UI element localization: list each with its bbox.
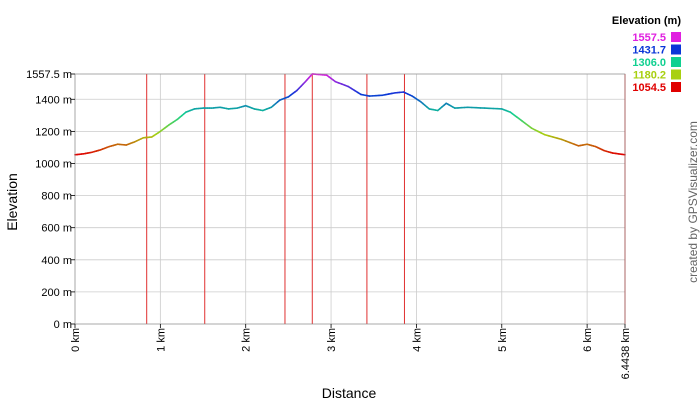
y-tick-label-2: 400 m [41, 255, 72, 267]
credit-text: created by GPSVisualizer.com [686, 121, 700, 283]
legend-title: Elevation (m) [612, 15, 681, 27]
y-tick-label-3: 600 m [41, 223, 72, 235]
y-tick-labels: 0 m 200 m 400 m 600 m 800 m 1000 m 1200 m 1400 … [26, 69, 75, 331]
y-tick-label-6: 1200 m [35, 126, 72, 138]
legend-swatch-3 [671, 69, 681, 80]
y-axis-title: Elevation [4, 173, 20, 231]
y-tick-label-0: 0 m [54, 319, 72, 331]
y-tick-label-4: 800 m [41, 191, 72, 203]
y-tick-label-7: 1400 m [35, 94, 72, 106]
legend-swatch-1 [671, 44, 681, 55]
elevation-legend: Elevation (m) 1557.51431.71306.01180.210… [612, 15, 681, 94]
legend-value-2: 1306.0 [632, 57, 666, 69]
x-axis-title: Distance [322, 385, 377, 400]
x-tick-label-1: 1 km [155, 328, 167, 352]
x-tick-label-5: 5 km [497, 328, 509, 352]
x-tick-label-4: 4 km [411, 328, 423, 352]
y-tick-label-5: 1000 m [35, 158, 72, 170]
x-tick-label-6: 6 km [582, 328, 594, 352]
legend-swatch-0 [671, 32, 681, 42]
y-tick-label-1: 200 m [41, 287, 72, 299]
legend-value-3: 1180.2 [633, 70, 666, 82]
x-tick-label-3: 3 km [326, 328, 338, 352]
legend-swatch-4 [671, 82, 681, 92]
legend-value-0: 1557.5 [632, 32, 666, 44]
x-tick-label-2: 2 km [241, 328, 253, 352]
waypoint-markers [146, 74, 626, 324]
x-tick-label-0: 0 km [70, 328, 82, 352]
grid-lines [74, 73, 626, 325]
plot-frame [74, 73, 626, 325]
x-tick-label-7: 6.4438 km [620, 328, 632, 379]
x-tick-labels: 0 km 1 km 2 km 3 km 4 km 5 km 6 km 6.4438 km [70, 324, 632, 379]
elevation-series [74, 73, 626, 156]
legend-swatch-2 [671, 57, 681, 67]
legend-value-1: 1431.7 [632, 45, 666, 57]
y-tick-label-8: 1557.5 m [26, 69, 72, 81]
legend-value-4: 1054.5 [632, 82, 666, 94]
